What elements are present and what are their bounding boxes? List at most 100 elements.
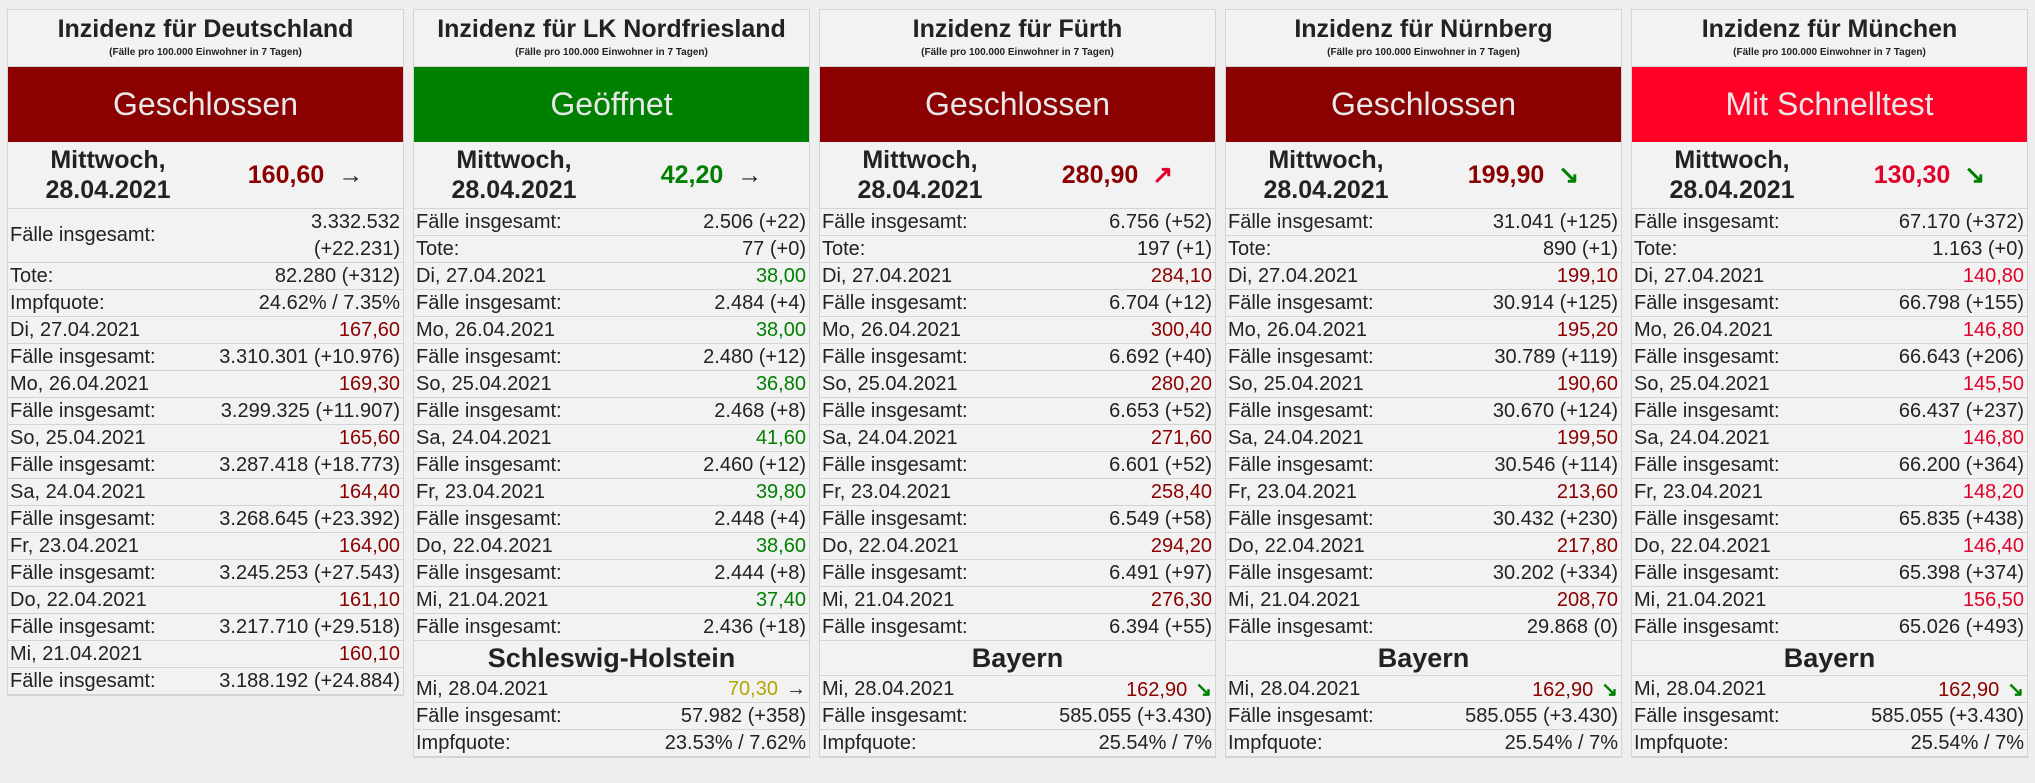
history-incidence-row: So, 25.04.2021 280,20 bbox=[820, 371, 1215, 398]
trend-arrow-icon: → bbox=[737, 161, 763, 189]
history-value: 41,60 bbox=[755, 426, 806, 449]
state-date: Mi, 28.04.2021 bbox=[822, 677, 955, 700]
history-cases-label: Fälle insgesamt: bbox=[10, 561, 156, 584]
history-cases-label: Fälle insgesamt: bbox=[1228, 291, 1374, 314]
history-cases-row: Fälle insgesamt: 6.601 (+52) bbox=[820, 452, 1215, 479]
history-value: 190,60 bbox=[1556, 372, 1618, 395]
history-cases-value: 65.398 (+374) bbox=[1898, 561, 2024, 584]
history-value: 160,10 bbox=[338, 642, 400, 665]
history-value: 271,60 bbox=[1150, 426, 1212, 449]
cases-total-row: Fälle insgesamt: 2.506 (+22) bbox=[414, 209, 809, 236]
history-cases-row: Fälle insgesamt: 66.798 (+155) bbox=[1632, 290, 2027, 317]
trend-arrow-icon: ↗ bbox=[1152, 161, 1174, 189]
history-date: Mi, 21.04.2021 bbox=[416, 588, 549, 611]
history-cases-value: 66.437 (+237) bbox=[1898, 399, 2024, 422]
history-cases-label: Fälle insgesamt: bbox=[10, 453, 156, 476]
history-date: Sa, 24.04.2021 bbox=[416, 426, 552, 449]
history-date: Di, 27.04.2021 bbox=[10, 318, 141, 341]
state-title: Schleswig-Holstein bbox=[414, 641, 809, 676]
state-vaccination-row: Impfquote: 25.54% / 7% bbox=[1226, 730, 1621, 757]
history-cases-row: Fälle insgesamt: 66.437 (+237) bbox=[1632, 398, 2027, 425]
today-incidence: Mittwoch, 28.04.2021 280,90 ↗ bbox=[820, 142, 1215, 209]
state-value: 162,90 bbox=[1938, 678, 2000, 701]
status-banner: Geschlossen bbox=[8, 67, 403, 142]
history-incidence-row: Sa, 24.04.2021 146,80 bbox=[1632, 425, 2027, 452]
history-value: 39,80 bbox=[755, 480, 806, 503]
cases-total-label: Fälle insgesamt: bbox=[822, 210, 968, 233]
history-cases-value: 3.287.418 (+18.773) bbox=[219, 453, 400, 476]
history-cases-value: 66.200 (+364) bbox=[1898, 453, 2024, 476]
history-value: 276,30 bbox=[1150, 588, 1212, 611]
region-card: Inzidenz für Fürth (Fälle pro 100.000 Ein… bbox=[819, 9, 1216, 758]
history-cases-label: Fälle insgesamt: bbox=[416, 507, 562, 530]
history-value: 167,60 bbox=[338, 318, 400, 341]
history-cases-row: Fälle insgesamt: 3.299.325 (+11.907) bbox=[8, 398, 403, 425]
cases-total-number: 31.041 (+125) bbox=[1492, 210, 1618, 233]
history-cases-value: 2.484 (+4) bbox=[714, 291, 806, 314]
today-value: 160,60 bbox=[247, 161, 325, 189]
history-cases-value: 3.217.710 (+29.518) bbox=[219, 615, 400, 638]
history-value: 217,80 bbox=[1556, 534, 1618, 557]
deaths-value: 890 (+1) bbox=[1542, 237, 1618, 260]
state-date: Mi, 28.04.2021 bbox=[1228, 677, 1361, 700]
history-value: 146,40 bbox=[1962, 534, 2024, 557]
deaths-row: Tote: 82.280 (+312) bbox=[8, 263, 403, 290]
state-trend-arrow-icon: ↘ bbox=[1601, 678, 1618, 701]
history-cases-label: Fälle insgesamt: bbox=[1634, 291, 1780, 314]
cases-total-number: 6.756 (+52) bbox=[1109, 210, 1212, 233]
deaths-value: 1.163 (+0) bbox=[1932, 237, 2024, 260]
history-cases-value: 30.202 (+334) bbox=[1492, 561, 1618, 584]
history-cases-label: Fälle insgesamt: bbox=[822, 561, 968, 584]
state-vaccination-value: 25.54% / 7% bbox=[1098, 731, 1212, 754]
history-cases-value: 29.868 (0) bbox=[1526, 615, 1618, 638]
history-date: So, 25.04.2021 bbox=[822, 372, 958, 395]
state-cases-row: Fälle insgesamt: 585.055 (+3.430) bbox=[1632, 703, 2027, 730]
history-cases-label: Fälle insgesamt: bbox=[822, 399, 968, 422]
cases-total-label: Fälle insgesamt: bbox=[1634, 210, 1780, 233]
today-value: 199,90 bbox=[1467, 161, 1545, 189]
history-cases-row: Fälle insgesamt: 65.835 (+438) bbox=[1632, 506, 2027, 533]
history-cases-label: Fälle insgesamt: bbox=[822, 453, 968, 476]
history-incidence-row: Mi, 21.04.2021 160,10 bbox=[8, 641, 403, 668]
history-incidence-row: Do, 22.04.2021 38,60 bbox=[414, 533, 809, 560]
history-value: 213,60 bbox=[1556, 480, 1618, 503]
history-date: Do, 22.04.2021 bbox=[1228, 534, 1365, 557]
history-cases-row: Fälle insgesamt: 6.653 (+52) bbox=[820, 398, 1215, 425]
history-cases-label: Fälle insgesamt: bbox=[1634, 507, 1780, 530]
history-value: 284,10 bbox=[1150, 264, 1212, 287]
history-incidence-row: Mo, 26.04.2021 169,30 bbox=[8, 371, 403, 398]
state-cases-value: 585.055 (+3.430) bbox=[1465, 704, 1618, 727]
history-cases-label: Fälle insgesamt: bbox=[822, 345, 968, 368]
history-date: Di, 27.04.2021 bbox=[416, 264, 547, 287]
today-value-wrap: 130,30 ↘ bbox=[1832, 160, 2027, 190]
history-cases-value: 30.789 (+119) bbox=[1494, 345, 1618, 368]
vaccination-label: Impfquote: bbox=[10, 291, 105, 314]
history-date: Di, 27.04.2021 bbox=[1228, 264, 1359, 287]
state-value-wrap: 70,30 → bbox=[728, 678, 806, 701]
history-cases-row: Fälle insgesamt: 3.188.192 (+24.884) bbox=[8, 668, 403, 695]
history-incidence-row: Sa, 24.04.2021 164,40 bbox=[8, 479, 403, 506]
history-cases-value: 30.670 (+124) bbox=[1492, 399, 1618, 422]
state-vaccination-value: 25.54% / 7% bbox=[1910, 731, 2024, 754]
history-date: Sa, 24.04.2021 bbox=[10, 480, 146, 503]
history-cases-value: 3.268.645 (+23.392) bbox=[219, 507, 400, 530]
history-cases-value: 6.491 (+97) bbox=[1109, 561, 1212, 584]
history-cases-row: Fälle insgesamt: 65.026 (+493) bbox=[1632, 614, 2027, 641]
state-vaccination-value: 23.53% / 7.62% bbox=[664, 731, 806, 754]
card-header: Inzidenz für LK Nordfriesland (Fälle pro … bbox=[414, 10, 809, 67]
history-date: Fr, 23.04.2021 bbox=[1634, 480, 1763, 503]
state-title: Bayern bbox=[1632, 641, 2027, 676]
state-date: Mi, 28.04.2021 bbox=[416, 677, 549, 700]
today-value-wrap: 199,90 ↘ bbox=[1426, 160, 1621, 190]
cases-total-row: Fälle insgesamt: 31.041 (+125) bbox=[1226, 209, 1621, 236]
region-card: Inzidenz für LK Nordfriesland (Fälle pro … bbox=[413, 9, 810, 758]
history-cases-value: 66.643 (+206) bbox=[1898, 345, 2024, 368]
state-vaccination-label: Impfquote: bbox=[1634, 731, 1729, 754]
cases-total-value: 67.170 (+372) bbox=[1899, 211, 2024, 234]
history-date: Di, 27.04.2021 bbox=[1634, 264, 1765, 287]
history-incidence-row: Mi, 21.04.2021 37,40 bbox=[414, 587, 809, 614]
deaths-label: Tote: bbox=[10, 264, 54, 287]
history-value: 280,20 bbox=[1150, 372, 1212, 395]
history-date: Mo, 26.04.2021 bbox=[416, 318, 555, 341]
